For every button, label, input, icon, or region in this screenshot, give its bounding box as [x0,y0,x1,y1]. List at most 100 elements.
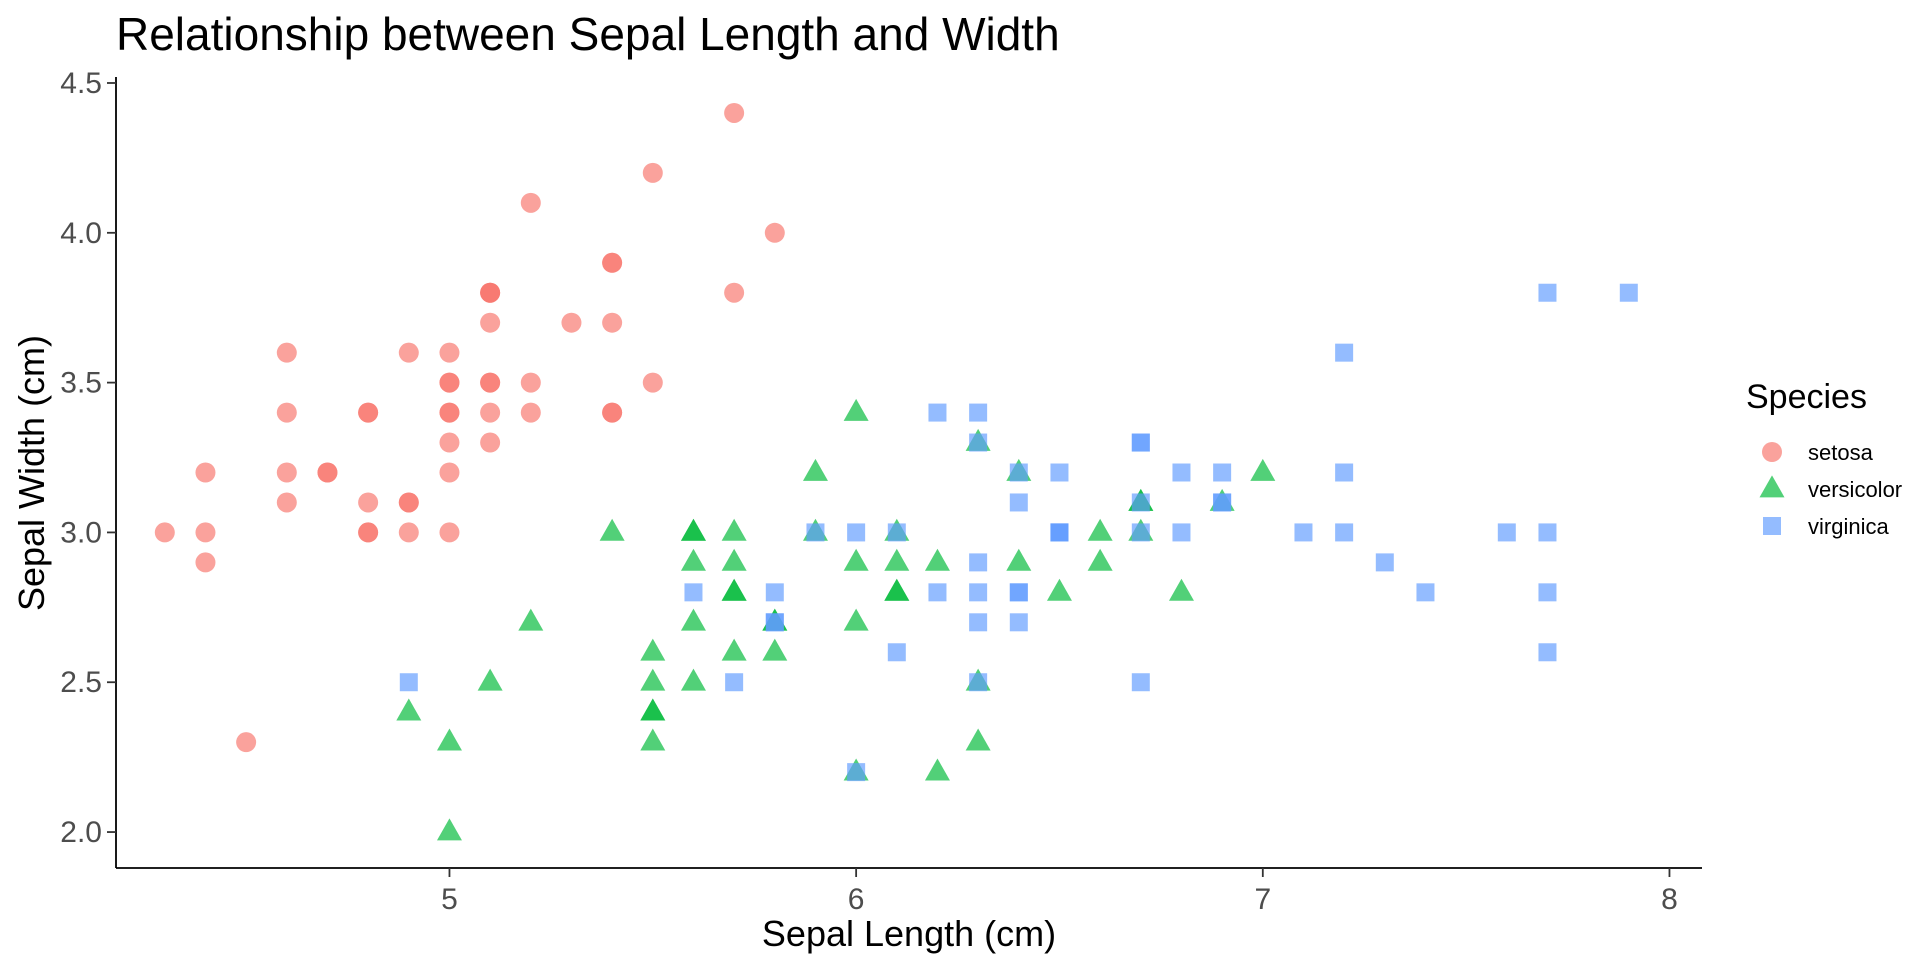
versicolor-point [924,758,950,781]
x-axis-title: Sepal Length (cm) [762,913,1056,954]
versicolor-point [640,698,666,721]
versicolor-point [1087,548,1113,571]
setosa-point [439,432,460,453]
setosa-point [480,312,501,333]
y-tick-label: 4.5 [60,67,102,100]
setosa-point [520,192,541,213]
versicolor-point [680,668,706,691]
versicolor-point [1046,578,1072,601]
setosa-point [642,162,663,183]
setosa-point [398,492,419,513]
series-versicolor [396,398,1276,841]
virginica-point [1213,463,1232,482]
y-axis-title: Sepal Width (cm) [11,335,52,611]
x-tick-label: 6 [848,883,865,916]
setosa-point [195,462,216,483]
virginica-point [765,583,784,602]
y-tick-label: 2.0 [60,816,102,849]
virginica-point [1050,463,1069,482]
setosa-point [358,522,379,543]
legend-item-virginica: virginica [1763,514,1889,539]
versicolor-point [396,698,422,721]
setosa-point [480,372,501,393]
setosa-point [276,342,297,363]
legend-item-versicolor: versicolor [1759,475,1902,502]
virginica-point [969,403,988,422]
virginica-point [1009,463,1028,482]
legend: Species setosa versicolor virginica [1746,378,1902,539]
virginica-point [847,763,866,782]
versicolor-point [599,518,625,541]
virginica-point [1009,493,1028,512]
legend-label: virginica [1808,514,1889,539]
versicolor-point [436,728,462,751]
y-tick-label: 4.0 [60,217,102,250]
versicolor-point [640,728,666,751]
virginica-point [1172,523,1191,542]
virginica-point [1538,643,1557,662]
x-tick-label: 5 [441,883,458,916]
setosa-point [520,372,541,393]
virginica-point [1131,523,1150,542]
setosa-point [154,522,175,543]
virginica-point [969,613,988,632]
setosa-point [602,312,623,333]
virginica-point [1497,523,1516,542]
versicolor-point [640,668,666,691]
virginica-point [887,523,906,542]
virginica-point [1213,493,1232,512]
virginica-point [1619,283,1638,302]
setosa-point [561,312,582,333]
setosa-point [439,522,460,543]
virginica-point [725,673,744,692]
y-tick-label: 2.5 [60,666,102,699]
virginica-point [928,403,947,422]
versicolor-point [884,548,910,571]
virginica-point [1172,463,1191,482]
setosa-point [480,402,501,423]
versicolor-point [843,398,869,421]
legend-key-setosa [1762,442,1782,462]
virginica-point [1294,523,1313,542]
x-axis-ticks: 5 6 7 8 [441,868,1678,916]
virginica-point [1009,613,1028,632]
virginica-point [765,613,784,632]
y-tick-label: 3.0 [60,516,102,549]
versicolor-point [721,548,747,571]
setosa-point [724,102,745,123]
versicolor-point [680,548,706,571]
y-tick-label: 3.5 [60,367,102,400]
setosa-point [764,222,785,243]
virginica-point [969,553,988,572]
setosa-point [480,432,501,453]
virginica-point [1009,583,1028,602]
setosa-point [398,522,419,543]
virginica-point [1131,433,1150,452]
setosa-point [236,732,257,753]
series-setosa [154,102,785,753]
virginica-point [684,583,703,602]
legend-key-versicolor [1759,475,1785,498]
versicolor-point [1250,458,1276,481]
virginica-point [1375,553,1394,572]
versicolor-point [1006,548,1032,571]
data-points [154,102,1638,841]
virginica-point [847,523,866,542]
setosa-point [358,492,379,513]
x-tick-label: 8 [1661,883,1678,916]
virginica-point [1538,583,1557,602]
versicolor-point [884,578,910,601]
versicolor-point [1168,578,1194,601]
versicolor-point [721,518,747,541]
x-tick-label: 7 [1254,883,1271,916]
legend-title: Species [1746,378,1867,416]
setosa-point [439,462,460,483]
virginica-point [1538,523,1557,542]
versicolor-point [762,638,788,661]
setosa-point [195,522,216,543]
versicolor-point [802,458,828,481]
versicolor-point [924,548,950,571]
virginica-point [806,523,825,542]
